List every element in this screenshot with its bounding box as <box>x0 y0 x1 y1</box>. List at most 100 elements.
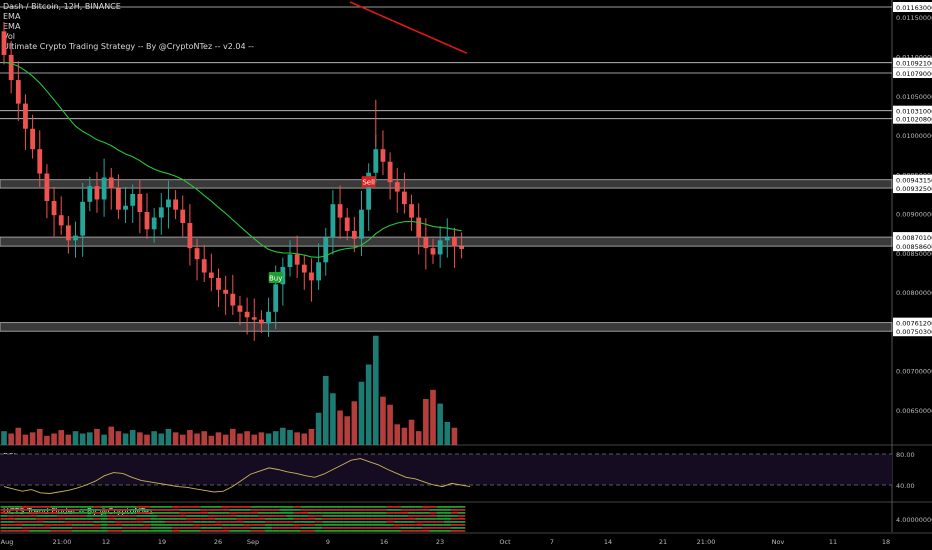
candle-body <box>108 177 114 189</box>
price-axis-label: 0.01050000 <box>896 93 932 101</box>
indicator-ucts[interactable]: Ultimate Crypto Trading Strategy -- By @… <box>3 42 254 51</box>
indicator-ema-1[interactable]: EMA <box>3 12 21 21</box>
trend-stripe <box>415 512 423 514</box>
trend-stripe <box>150 524 158 526</box>
candle-body <box>208 272 214 279</box>
volume-bar <box>272 431 279 445</box>
trend-stripe <box>286 518 294 520</box>
trend-pane-label[interactable]: UCTS Trend Finder -- By @CryptoNTez <box>3 507 153 516</box>
trend-stripe <box>450 509 459 511</box>
trend-stripe <box>257 530 266 532</box>
price-axis-label: 0.00700000 <box>896 368 932 376</box>
volume-bar <box>215 432 222 445</box>
trend-stripe <box>79 521 87 523</box>
trend-stripe <box>7 515 15 517</box>
trend-stripe <box>429 521 437 523</box>
trend-stripe <box>236 515 244 517</box>
trend-stripe <box>343 527 351 529</box>
trend-stripe <box>458 506 466 508</box>
candle-body <box>230 293 236 306</box>
trend-stripe <box>193 527 201 529</box>
price-axis-tag <box>893 241 932 252</box>
trend-stripe <box>172 521 180 523</box>
trend-stripe <box>0 530 8 532</box>
volume-bar <box>8 433 14 445</box>
trend-stripe <box>250 527 258 529</box>
trend-stripe <box>72 530 80 532</box>
trend-stripe <box>458 515 466 517</box>
trend-stripe <box>379 509 387 511</box>
price-axis-tag <box>893 67 932 78</box>
trend-stripe <box>72 524 80 526</box>
trend-stripe <box>243 506 251 508</box>
volume-bar <box>315 412 322 445</box>
trend-stripe <box>143 512 151 514</box>
trend-stripe <box>379 512 387 514</box>
trend-stripe <box>243 509 251 511</box>
candle-body <box>65 225 71 241</box>
rsi-axis-label: 40.00 <box>896 482 915 490</box>
trend-stripe <box>322 521 330 523</box>
trend-stripe <box>36 521 44 523</box>
volume-bar <box>280 427 286 445</box>
trend-stripe <box>443 527 451 529</box>
trend-stripe <box>50 521 58 523</box>
trend-stripe <box>386 521 394 523</box>
candle-body <box>51 201 57 216</box>
indicator-volume[interactable]: Vol <box>3 32 15 41</box>
candle-body <box>173 199 178 210</box>
trend-stripe <box>43 524 51 526</box>
indicator-ema-2[interactable]: EMA <box>3 22 21 31</box>
trend-stripe <box>215 527 223 529</box>
x-axis-label: 16 <box>380 538 388 546</box>
trend-stripe <box>107 506 115 508</box>
volume-bar <box>244 431 250 445</box>
candle-body <box>409 204 414 218</box>
trend-stripe <box>458 527 466 529</box>
symbol-title[interactable]: Dash / Bitcoin, 12H, BINANCE <box>3 2 121 11</box>
trend-stripe <box>386 506 394 508</box>
candle-body <box>273 284 279 312</box>
trend-stripe <box>186 509 194 511</box>
trend-stripe <box>336 518 344 520</box>
trend-stripe <box>307 515 316 517</box>
trend-stripe <box>207 515 216 517</box>
trend-stripe <box>122 512 130 514</box>
trend-stripe <box>207 506 216 508</box>
trend-stripe <box>215 521 223 523</box>
trend-stripe <box>272 515 280 517</box>
trend-stripe <box>193 509 201 511</box>
trend-stripe <box>222 530 230 532</box>
trend-stripe <box>21 518 30 520</box>
trend-stripe <box>0 518 8 520</box>
trend-stripe <box>57 521 65 523</box>
trend-stripe <box>322 506 330 508</box>
trend-stripe <box>72 515 80 517</box>
trend-stripe <box>43 527 51 529</box>
trend-stripe <box>443 509 451 511</box>
trend-stripe <box>443 521 451 523</box>
volume-bar <box>251 434 258 445</box>
trend-stripe <box>86 527 94 529</box>
x-axis-label: 21 <box>659 538 667 546</box>
trend-stripe <box>186 530 194 532</box>
trend-stripe <box>386 524 394 526</box>
trend-stripe <box>286 521 294 523</box>
trend-stripe <box>157 530 165 532</box>
trend-stripe <box>358 506 366 508</box>
trend-stripe <box>408 518 416 520</box>
trend-stripe <box>107 521 115 523</box>
trend-stripe <box>422 530 430 532</box>
trend-stripe <box>307 521 316 523</box>
trend-stripe <box>379 518 387 520</box>
trend-stripe <box>350 515 359 517</box>
trend-stripe <box>86 509 94 511</box>
trend-stripe <box>179 530 187 532</box>
trend-stripe <box>443 524 451 526</box>
trend-stripe <box>250 506 258 508</box>
volume-bar <box>423 399 429 445</box>
trend-stripe <box>279 530 287 532</box>
trend-stripe <box>286 509 294 511</box>
volume-bar <box>137 432 143 445</box>
